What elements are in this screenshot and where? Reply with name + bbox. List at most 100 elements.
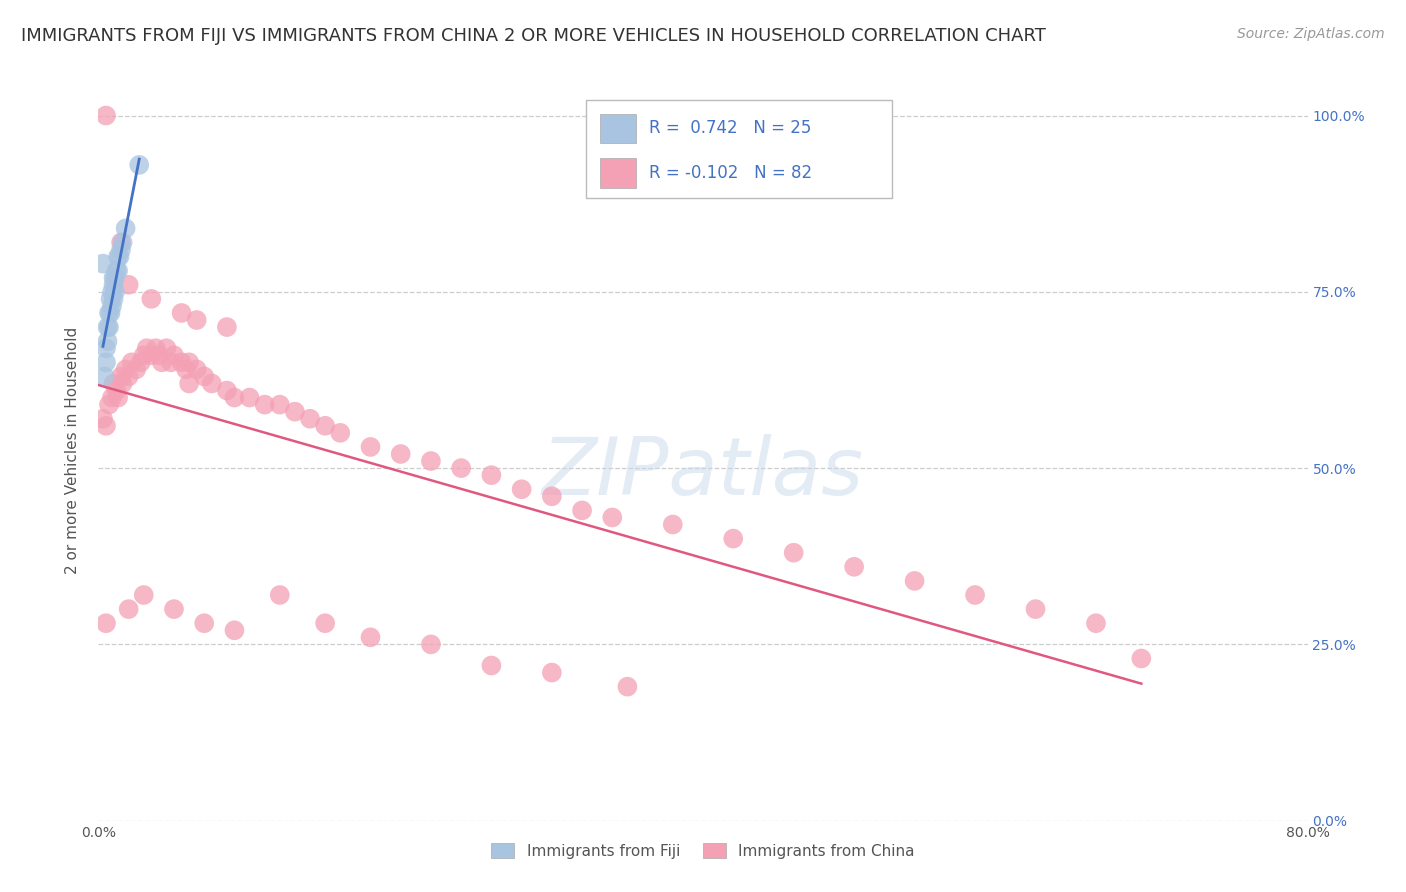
Point [118,369,141,384]
Text: Source: ZipAtlas.com: Source: ZipAtlas.com [1237,27,1385,41]
Point [105,263,128,277]
Point [98,320,121,334]
Point [170,306,193,320]
Point [1130,651,1153,665]
Point [104,285,127,299]
Point [128,158,150,172]
Point [510,482,533,496]
Point [94,418,117,433]
Point [224,391,246,405]
Point [101,391,124,405]
Point [193,369,215,384]
Point [103,270,125,285]
Point [540,665,562,680]
Text: IMMIGRANTS FROM FIJI VS IMMIGRANTS FROM CHINA 2 OR MORE VEHICLES IN HOUSEHOLD CO: IMMIGRANTS FROM FIJI VS IMMIGRANTS FROM … [21,27,1046,45]
Point [100,306,122,320]
Point [179,355,201,369]
Point [329,425,352,440]
Point [186,313,208,327]
Point [94,355,117,369]
Point [107,263,129,277]
Point [108,250,131,264]
Point [186,362,208,376]
Point [141,348,163,362]
Point [170,355,193,369]
Point [103,277,125,292]
Text: R =  0.742   N = 25: R = 0.742 N = 25 [648,120,811,137]
Point [224,624,246,638]
Bar [600,158,637,187]
Point [904,574,927,588]
Point [104,270,127,285]
Point [163,602,186,616]
Point [215,384,238,398]
Point [110,369,132,384]
Point [360,440,382,454]
Point [118,602,141,616]
Point [111,376,134,391]
Point [844,559,866,574]
Point [450,461,472,475]
Point [103,376,125,391]
Point [98,398,121,412]
Point [129,355,152,369]
Point [420,637,443,651]
Point [783,546,806,560]
Point [105,384,128,398]
Point [193,616,215,631]
Point [723,532,745,546]
Y-axis label: 2 or more Vehicles in Household: 2 or more Vehicles in Household [65,326,80,574]
Point [135,341,157,355]
Point [103,292,125,306]
Point [148,348,170,362]
Point [269,588,291,602]
Point [571,503,593,517]
Point [253,398,276,412]
Point [110,243,132,257]
Point [269,398,291,412]
Point [481,658,503,673]
Point [1024,602,1046,616]
Point [174,362,197,376]
Point [420,454,443,468]
Point [314,616,336,631]
Point [160,355,183,369]
Point [616,680,638,694]
Point [111,235,134,250]
Point [481,468,503,483]
Point [215,320,238,334]
Point [201,376,224,391]
Point [540,489,562,503]
Point [101,285,124,299]
Point [284,405,307,419]
Point [360,630,382,644]
Point [93,369,115,384]
Point [125,362,148,376]
Point [91,257,114,271]
Point [179,376,201,391]
Point [121,355,143,369]
Point [389,447,412,461]
Point [100,292,122,306]
Point [94,109,117,123]
Point [114,221,136,235]
Point [107,250,129,264]
Point [132,588,155,602]
Text: R = -0.102   N = 82: R = -0.102 N = 82 [648,164,811,182]
Point [110,235,132,250]
Point [114,362,136,376]
Point [132,348,155,362]
Point [150,355,173,369]
Point [1085,616,1108,631]
Point [314,418,336,433]
Point [94,341,117,355]
Legend: Immigrants from Fiji, Immigrants from China: Immigrants from Fiji, Immigrants from Ch… [485,837,921,865]
Point [98,306,121,320]
Point [101,299,124,313]
Point [163,348,186,362]
Point [299,411,322,425]
Point [91,411,114,425]
Point [96,334,118,348]
Point [145,341,167,355]
Point [661,517,683,532]
